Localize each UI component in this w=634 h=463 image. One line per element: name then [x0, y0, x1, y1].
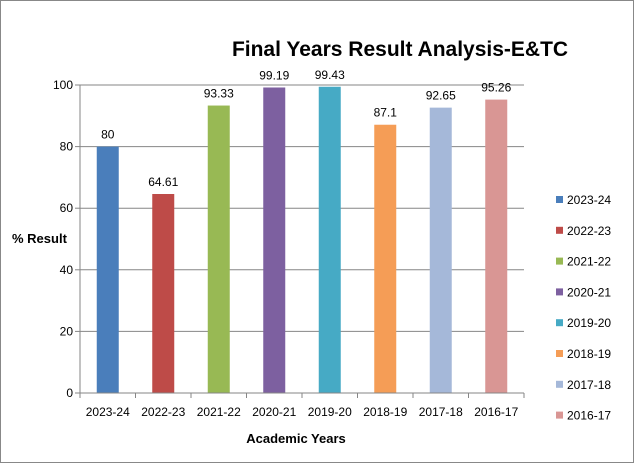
legend-entry: 2017-18: [567, 378, 611, 392]
data-labels: 80 64.61 93.33 99.19 99.43 87.1 92.65 95.26: [101, 68, 512, 189]
legend-swatch: [556, 196, 563, 203]
legend-entry: 2018-19: [567, 347, 611, 361]
bars: [96, 86, 508, 394]
data-label: 92.65: [426, 89, 456, 103]
x-tick-label: 2023-24: [86, 405, 130, 419]
bar: [485, 99, 508, 394]
legend-entry: 2023-24: [567, 193, 611, 207]
x-tick-label: 2016-17: [474, 405, 518, 419]
legend-swatch: [556, 350, 563, 357]
chart-title: Final Years Result Analysis-E&TC: [232, 38, 568, 61]
bar: [263, 87, 286, 393]
data-label: 95.26: [481, 81, 511, 95]
y-tick-label: 40: [60, 263, 74, 277]
x-axis-label: Academic Years: [246, 431, 346, 446]
y-axis-ticks: 0 20 40 60 80 100: [53, 78, 80, 400]
legend-swatch: [556, 380, 563, 388]
legend-entry: 2019-20: [567, 316, 611, 330]
legend-swatch: [556, 319, 563, 327]
y-axis-label: % Result: [12, 231, 68, 246]
y-tick-label: 0: [66, 386, 73, 400]
data-label: 99.19: [259, 68, 289, 82]
bar: [152, 194, 175, 393]
x-tick-label: 2017-18: [419, 405, 463, 419]
legend-swatch: [556, 288, 563, 296]
y-tick-label: 80: [60, 140, 74, 154]
data-label: 87.1: [374, 106, 398, 120]
grid-lines: [80, 84, 524, 332]
bar: [374, 124, 397, 394]
bar: [429, 107, 452, 393]
x-tick-label: 2020-21: [252, 405, 296, 419]
data-label: 80: [101, 128, 115, 142]
y-tick-label: 100: [53, 78, 73, 92]
y-tick-label: 60: [60, 201, 74, 215]
bar: [318, 86, 341, 393]
legend-entry: 2021-22: [567, 255, 611, 269]
x-tick-label: 2019-20: [308, 405, 352, 419]
y-tick-label: 20: [60, 324, 74, 338]
x-tick-label: 2018-19: [363, 405, 407, 419]
legend-entry: 2016-17: [567, 409, 611, 423]
x-tick-label: 2021-22: [197, 405, 241, 419]
legend-entry: 2020-21: [567, 285, 611, 299]
data-label: 99.43: [315, 68, 345, 82]
legend-swatch: [556, 257, 563, 265]
data-label: 93.33: [204, 87, 234, 101]
bar: [96, 146, 119, 393]
legend-swatch: [556, 226, 563, 234]
legend-entry: 2022-23: [567, 224, 611, 238]
x-tick-label: 2022-23: [141, 405, 185, 419]
bar: [207, 105, 230, 393]
data-label: 64.61: [148, 175, 178, 189]
legend-swatch: [556, 411, 563, 419]
legend: 2023-24 2022-23 2021-22 2020-21 2019-20 2018-…: [556, 193, 611, 423]
x-axis-ticks: 2023-24 2022-23 2021-22 2020-21 2019-20 2018-…: [79, 393, 525, 419]
